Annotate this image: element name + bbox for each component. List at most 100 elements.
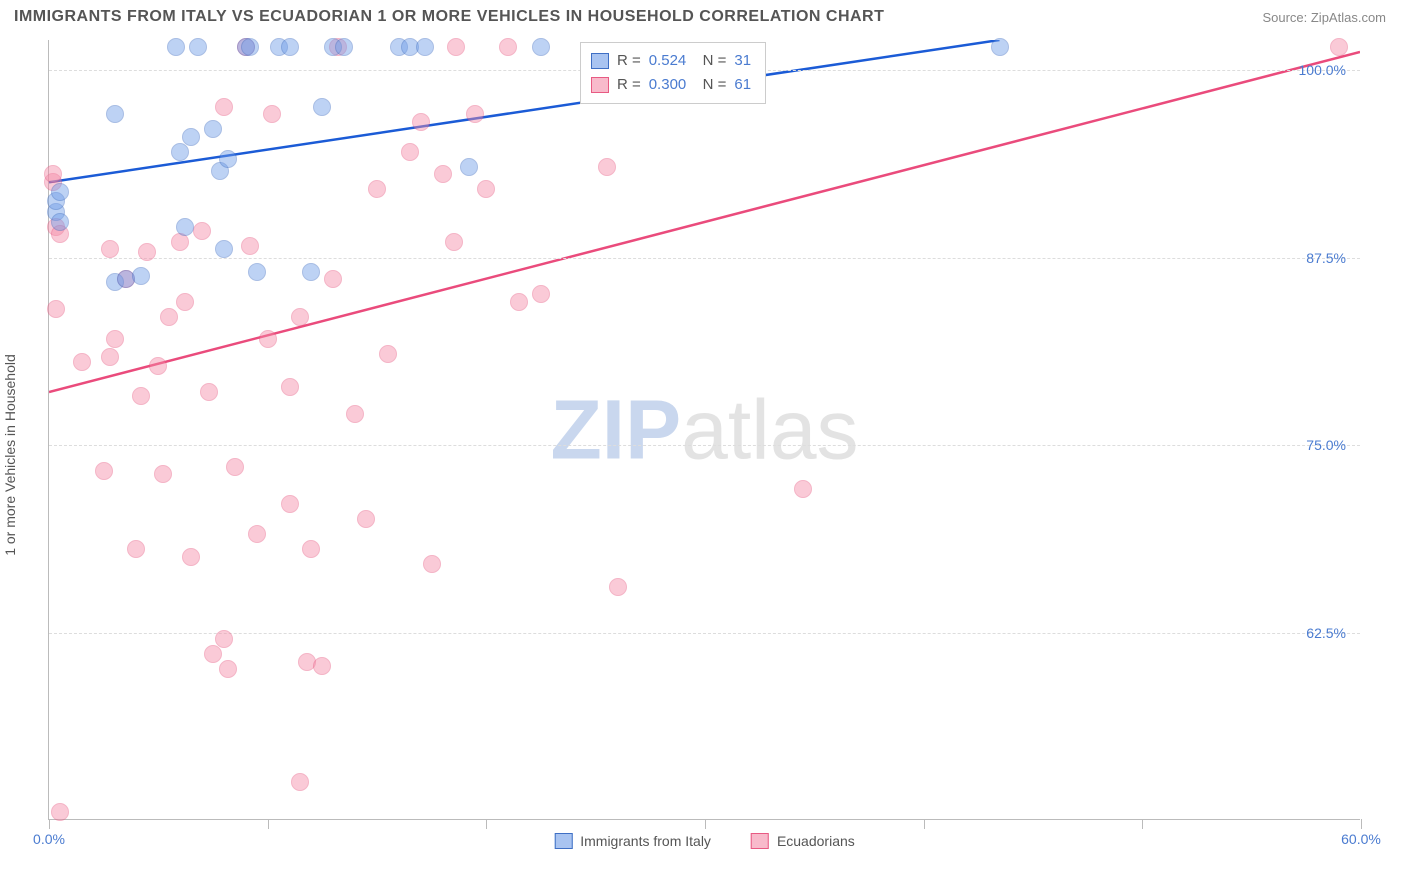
scatter-point xyxy=(460,158,478,176)
n-label: N = xyxy=(694,73,726,97)
scatter-point xyxy=(106,330,124,348)
scatter-point xyxy=(160,308,178,326)
scatter-point xyxy=(609,578,627,596)
scatter-point xyxy=(291,308,309,326)
gridline xyxy=(49,258,1360,259)
scatter-point xyxy=(44,165,62,183)
x-tick xyxy=(1361,819,1362,829)
y-tick-label: 75.0% xyxy=(1306,437,1346,453)
legend-swatch xyxy=(554,833,572,849)
scatter-point xyxy=(106,105,124,123)
chart-title: IMMIGRANTS FROM ITALY VS ECUADORIAN 1 OR… xyxy=(14,8,884,26)
scatter-point xyxy=(47,300,65,318)
x-tick xyxy=(486,819,487,829)
x-tick xyxy=(924,819,925,829)
scatter-point xyxy=(182,128,200,146)
scatter-point xyxy=(241,237,259,255)
scatter-point xyxy=(423,555,441,573)
scatter-point xyxy=(401,143,419,161)
scatter-point xyxy=(499,38,517,56)
scatter-point xyxy=(357,510,375,528)
scatter-point xyxy=(215,98,233,116)
scatter-point xyxy=(281,495,299,513)
scatter-point xyxy=(259,330,277,348)
scatter-point xyxy=(204,120,222,138)
source-label: Source: ZipAtlas.com xyxy=(1262,10,1386,25)
scatter-point xyxy=(154,465,172,483)
scatter-point xyxy=(176,293,194,311)
scatter-point xyxy=(445,233,463,251)
scatter-point xyxy=(101,348,119,366)
scatter-point xyxy=(167,38,185,56)
scatter-point xyxy=(219,660,237,678)
y-tick-label: 62.5% xyxy=(1306,625,1346,641)
x-tick-label: 60.0% xyxy=(1341,831,1381,847)
scatter-point xyxy=(95,462,113,480)
trend-lines-layer xyxy=(49,40,1360,819)
chart-container: 1 or more Vehicles in Household ZIPatlas… xyxy=(0,30,1406,880)
plot-area: ZIPatlas 62.5%75.0%87.5%100.0%0.0%60.0%R… xyxy=(48,40,1360,820)
r-value: 0.300 xyxy=(649,73,687,97)
scatter-point xyxy=(138,243,156,261)
scatter-point xyxy=(532,285,550,303)
scatter-point xyxy=(149,357,167,375)
legend-swatch xyxy=(591,53,609,69)
n-label: N = xyxy=(694,49,726,73)
scatter-point xyxy=(466,105,484,123)
n-value: 31 xyxy=(734,49,751,73)
scatter-point xyxy=(101,240,119,258)
x-tick-label: 0.0% xyxy=(33,831,65,847)
gridline xyxy=(49,633,1360,634)
legend: Immigrants from Italy Ecuadorians xyxy=(554,833,855,849)
scatter-point xyxy=(182,548,200,566)
scatter-point xyxy=(416,38,434,56)
scatter-point xyxy=(215,240,233,258)
r-label: R = xyxy=(617,73,641,97)
trend-line xyxy=(49,40,999,182)
legend-label: Ecuadorians xyxy=(777,833,855,849)
scatter-point xyxy=(302,263,320,281)
scatter-point xyxy=(241,38,259,56)
watermark-part-b: atlas xyxy=(681,382,858,476)
n-value: 61 xyxy=(734,73,751,97)
scatter-point xyxy=(189,38,207,56)
scatter-point xyxy=(176,218,194,236)
y-axis-title: 1 or more Vehicles in Household xyxy=(2,354,18,556)
y-tick-label: 100.0% xyxy=(1299,62,1346,78)
scatter-point xyxy=(346,405,364,423)
scatter-point xyxy=(991,38,1009,56)
scatter-point xyxy=(171,143,189,161)
legend-swatch xyxy=(751,833,769,849)
scatter-point xyxy=(291,773,309,791)
r-value: 0.524 xyxy=(649,49,687,73)
scatter-point xyxy=(51,213,69,231)
correlation-row: R = 0.300 N = 61 xyxy=(591,73,751,97)
scatter-point xyxy=(324,270,342,288)
scatter-point xyxy=(281,38,299,56)
scatter-point xyxy=(510,293,528,311)
y-tick-label: 87.5% xyxy=(1306,250,1346,266)
scatter-point xyxy=(219,150,237,168)
legend-item: Ecuadorians xyxy=(751,833,855,849)
scatter-point xyxy=(263,105,281,123)
correlation-box: R = 0.524 N = 31R = 0.300 N = 61 xyxy=(580,42,766,104)
scatter-point xyxy=(313,98,331,116)
x-tick xyxy=(1142,819,1143,829)
r-label: R = xyxy=(617,49,641,73)
scatter-point xyxy=(132,387,150,405)
scatter-point xyxy=(226,458,244,476)
scatter-point xyxy=(598,158,616,176)
scatter-point xyxy=(313,657,331,675)
scatter-point xyxy=(51,183,69,201)
legend-swatch xyxy=(591,77,609,93)
watermark-part-a: ZIP xyxy=(550,382,681,476)
scatter-point xyxy=(193,222,211,240)
scatter-point xyxy=(200,383,218,401)
scatter-point xyxy=(379,345,397,363)
scatter-point xyxy=(132,267,150,285)
scatter-point xyxy=(1330,38,1348,56)
legend-label: Immigrants from Italy xyxy=(580,833,711,849)
scatter-point xyxy=(127,540,145,558)
scatter-point xyxy=(248,263,266,281)
gridline xyxy=(49,445,1360,446)
